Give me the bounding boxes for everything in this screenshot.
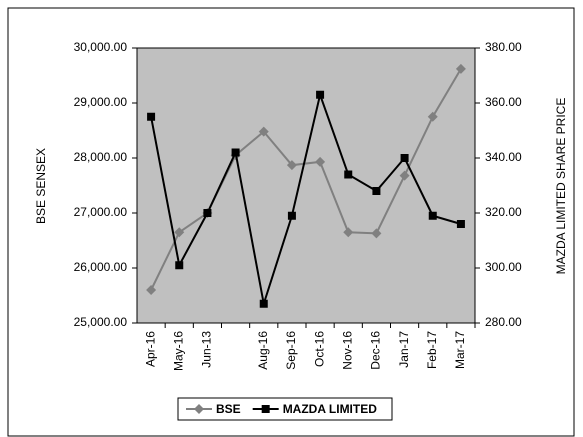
data-point bbox=[258, 126, 269, 137]
y-tick-label: 29,000.00 bbox=[74, 95, 128, 109]
x-tick-label: Oct-16 bbox=[312, 331, 326, 367]
y-tick-label: 27,000.00 bbox=[74, 205, 128, 219]
data-point bbox=[259, 299, 268, 308]
data-point bbox=[428, 211, 437, 220]
data-point bbox=[343, 227, 354, 238]
data-point bbox=[315, 156, 326, 167]
data-point bbox=[344, 170, 353, 179]
x-tick-label: Jan-17 bbox=[397, 331, 411, 368]
y-tick-label: 28,000.00 bbox=[74, 150, 128, 164]
y-tick-label: 25,000.00 bbox=[74, 315, 128, 329]
legend-label: MAZDA LIMITED bbox=[283, 402, 378, 416]
data-point bbox=[286, 160, 297, 171]
data-point bbox=[427, 111, 438, 122]
x-tick-label: Aug-16 bbox=[256, 331, 270, 370]
data-point bbox=[399, 170, 410, 181]
plot-area bbox=[136, 47, 476, 324]
y2-axis-title: MAZDA LIMITED SHARE PRICE bbox=[554, 98, 568, 275]
data-point bbox=[316, 90, 325, 99]
data-point bbox=[287, 211, 296, 220]
data-point bbox=[146, 285, 157, 295]
legend-marker bbox=[261, 405, 270, 413]
y2-tick-label: 320.00 bbox=[485, 205, 522, 219]
y-tick-label: 26,000.00 bbox=[74, 260, 128, 274]
data-point bbox=[231, 148, 240, 157]
data-point bbox=[455, 63, 466, 74]
legend-box bbox=[177, 397, 393, 421]
x-tick-label: Dec-16 bbox=[369, 331, 383, 370]
data-point bbox=[400, 154, 409, 162]
x-tick-label: Mar-17 bbox=[453, 331, 467, 369]
data-point bbox=[456, 220, 465, 228]
x-tick-label: Jun-13 bbox=[200, 331, 214, 368]
y2-tick-label: 380.00 bbox=[485, 40, 522, 54]
chart-border bbox=[7, 7, 575, 437]
series-line bbox=[150, 91, 462, 305]
y-tick-label: 30,000.00 bbox=[74, 40, 128, 54]
x-tick-label: Feb-17 bbox=[425, 331, 439, 369]
y2-tick-label: 300.00 bbox=[485, 260, 522, 274]
x-tick-label: Sep-16 bbox=[284, 331, 298, 370]
x-tick-label: Nov-16 bbox=[340, 331, 354, 370]
x-tick-label: Apr-16 bbox=[143, 331, 157, 367]
legend-label: BSE bbox=[216, 402, 241, 416]
data-point bbox=[175, 261, 184, 270]
data-point bbox=[372, 187, 381, 195]
data-point bbox=[203, 209, 212, 217]
legend-marker bbox=[194, 404, 204, 414]
x-tick-label: May-16 bbox=[171, 331, 185, 371]
data-point bbox=[371, 228, 382, 239]
y2-tick-label: 360.00 bbox=[485, 95, 522, 109]
y-axis-title: BSE SENSEX bbox=[34, 148, 48, 224]
data-point bbox=[147, 112, 156, 121]
y2-tick-label: 280.00 bbox=[485, 315, 522, 329]
y2-tick-label: 340.00 bbox=[485, 150, 522, 164]
data-point bbox=[174, 227, 185, 238]
